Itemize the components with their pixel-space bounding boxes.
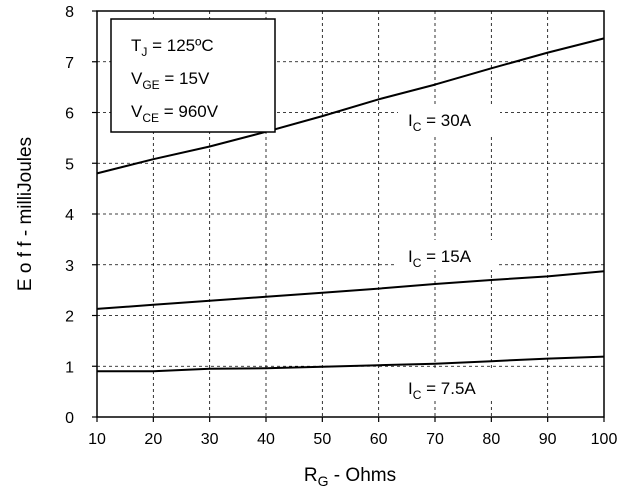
series-label-30a: IC = 30A — [398, 104, 500, 134]
series-layer — [96, 37, 605, 373]
series-label-15a: IC = 15A — [396, 240, 498, 270]
x-tick-label: 70 — [426, 431, 444, 448]
x-tick-label: 60 — [370, 431, 388, 448]
ticks — [92, 10, 605, 422]
series-label-15a-bg — [396, 240, 498, 270]
series-line-0 — [96, 37, 605, 175]
series-label-7-5a: IC = 7.5A — [398, 371, 510, 402]
x-tick-label: 100 — [591, 431, 618, 448]
series-label-15a-text: IC = 15A — [408, 247, 472, 270]
condition-vge: VGE = 15V — [131, 69, 210, 92]
y-tick-label: 2 — [65, 309, 74, 326]
y-tick-label: 6 — [65, 106, 74, 123]
conditions-frame — [110, 18, 276, 133]
series-label-7-5a-bg — [398, 371, 510, 401]
x-tick-label: 50 — [313, 431, 331, 448]
x-tick-label: 30 — [201, 431, 219, 448]
series-line-1 — [96, 270, 605, 310]
condition-vce: VCE = 960V — [131, 102, 219, 125]
y-tick-label: 3 — [65, 258, 74, 275]
x-tick-label: 90 — [539, 431, 557, 448]
y-tick-label: 7 — [65, 55, 74, 72]
y-tick-label: 8 — [65, 4, 74, 21]
y-tick-label: 0 — [65, 410, 74, 427]
y-tick-label: 1 — [65, 359, 74, 376]
x-tick-label: 10 — [88, 431, 106, 448]
condition-tj: TJ = 125ºC — [131, 36, 214, 59]
y-tick-label: 4 — [65, 207, 74, 224]
series-line-2 — [97, 355, 605, 373]
conditions-box: TJ = 125ºC VGE = 15V VCE = 960V — [110, 18, 276, 133]
series-label-30a-text: IC = 30A — [408, 111, 472, 134]
y-tick-labels: 0 1 2 3 4 5 6 7 8 — [65, 4, 74, 427]
x-tick-label: 40 — [257, 431, 275, 448]
x-tick-label: 80 — [482, 431, 500, 448]
x-tick-label: 20 — [144, 431, 162, 448]
y-axis-label: E o f f - milliJoules — [15, 137, 36, 291]
series-label-30a-bg — [398, 104, 500, 134]
series-label-7-5a-text: IC = 7.5A — [408, 379, 476, 402]
x-tick-labels: 10 20 30 40 50 60 70 80 90 100 — [88, 431, 617, 448]
x-axis-label: RG - Ohms — [304, 465, 396, 489]
y-tick-label: 5 — [65, 156, 74, 173]
